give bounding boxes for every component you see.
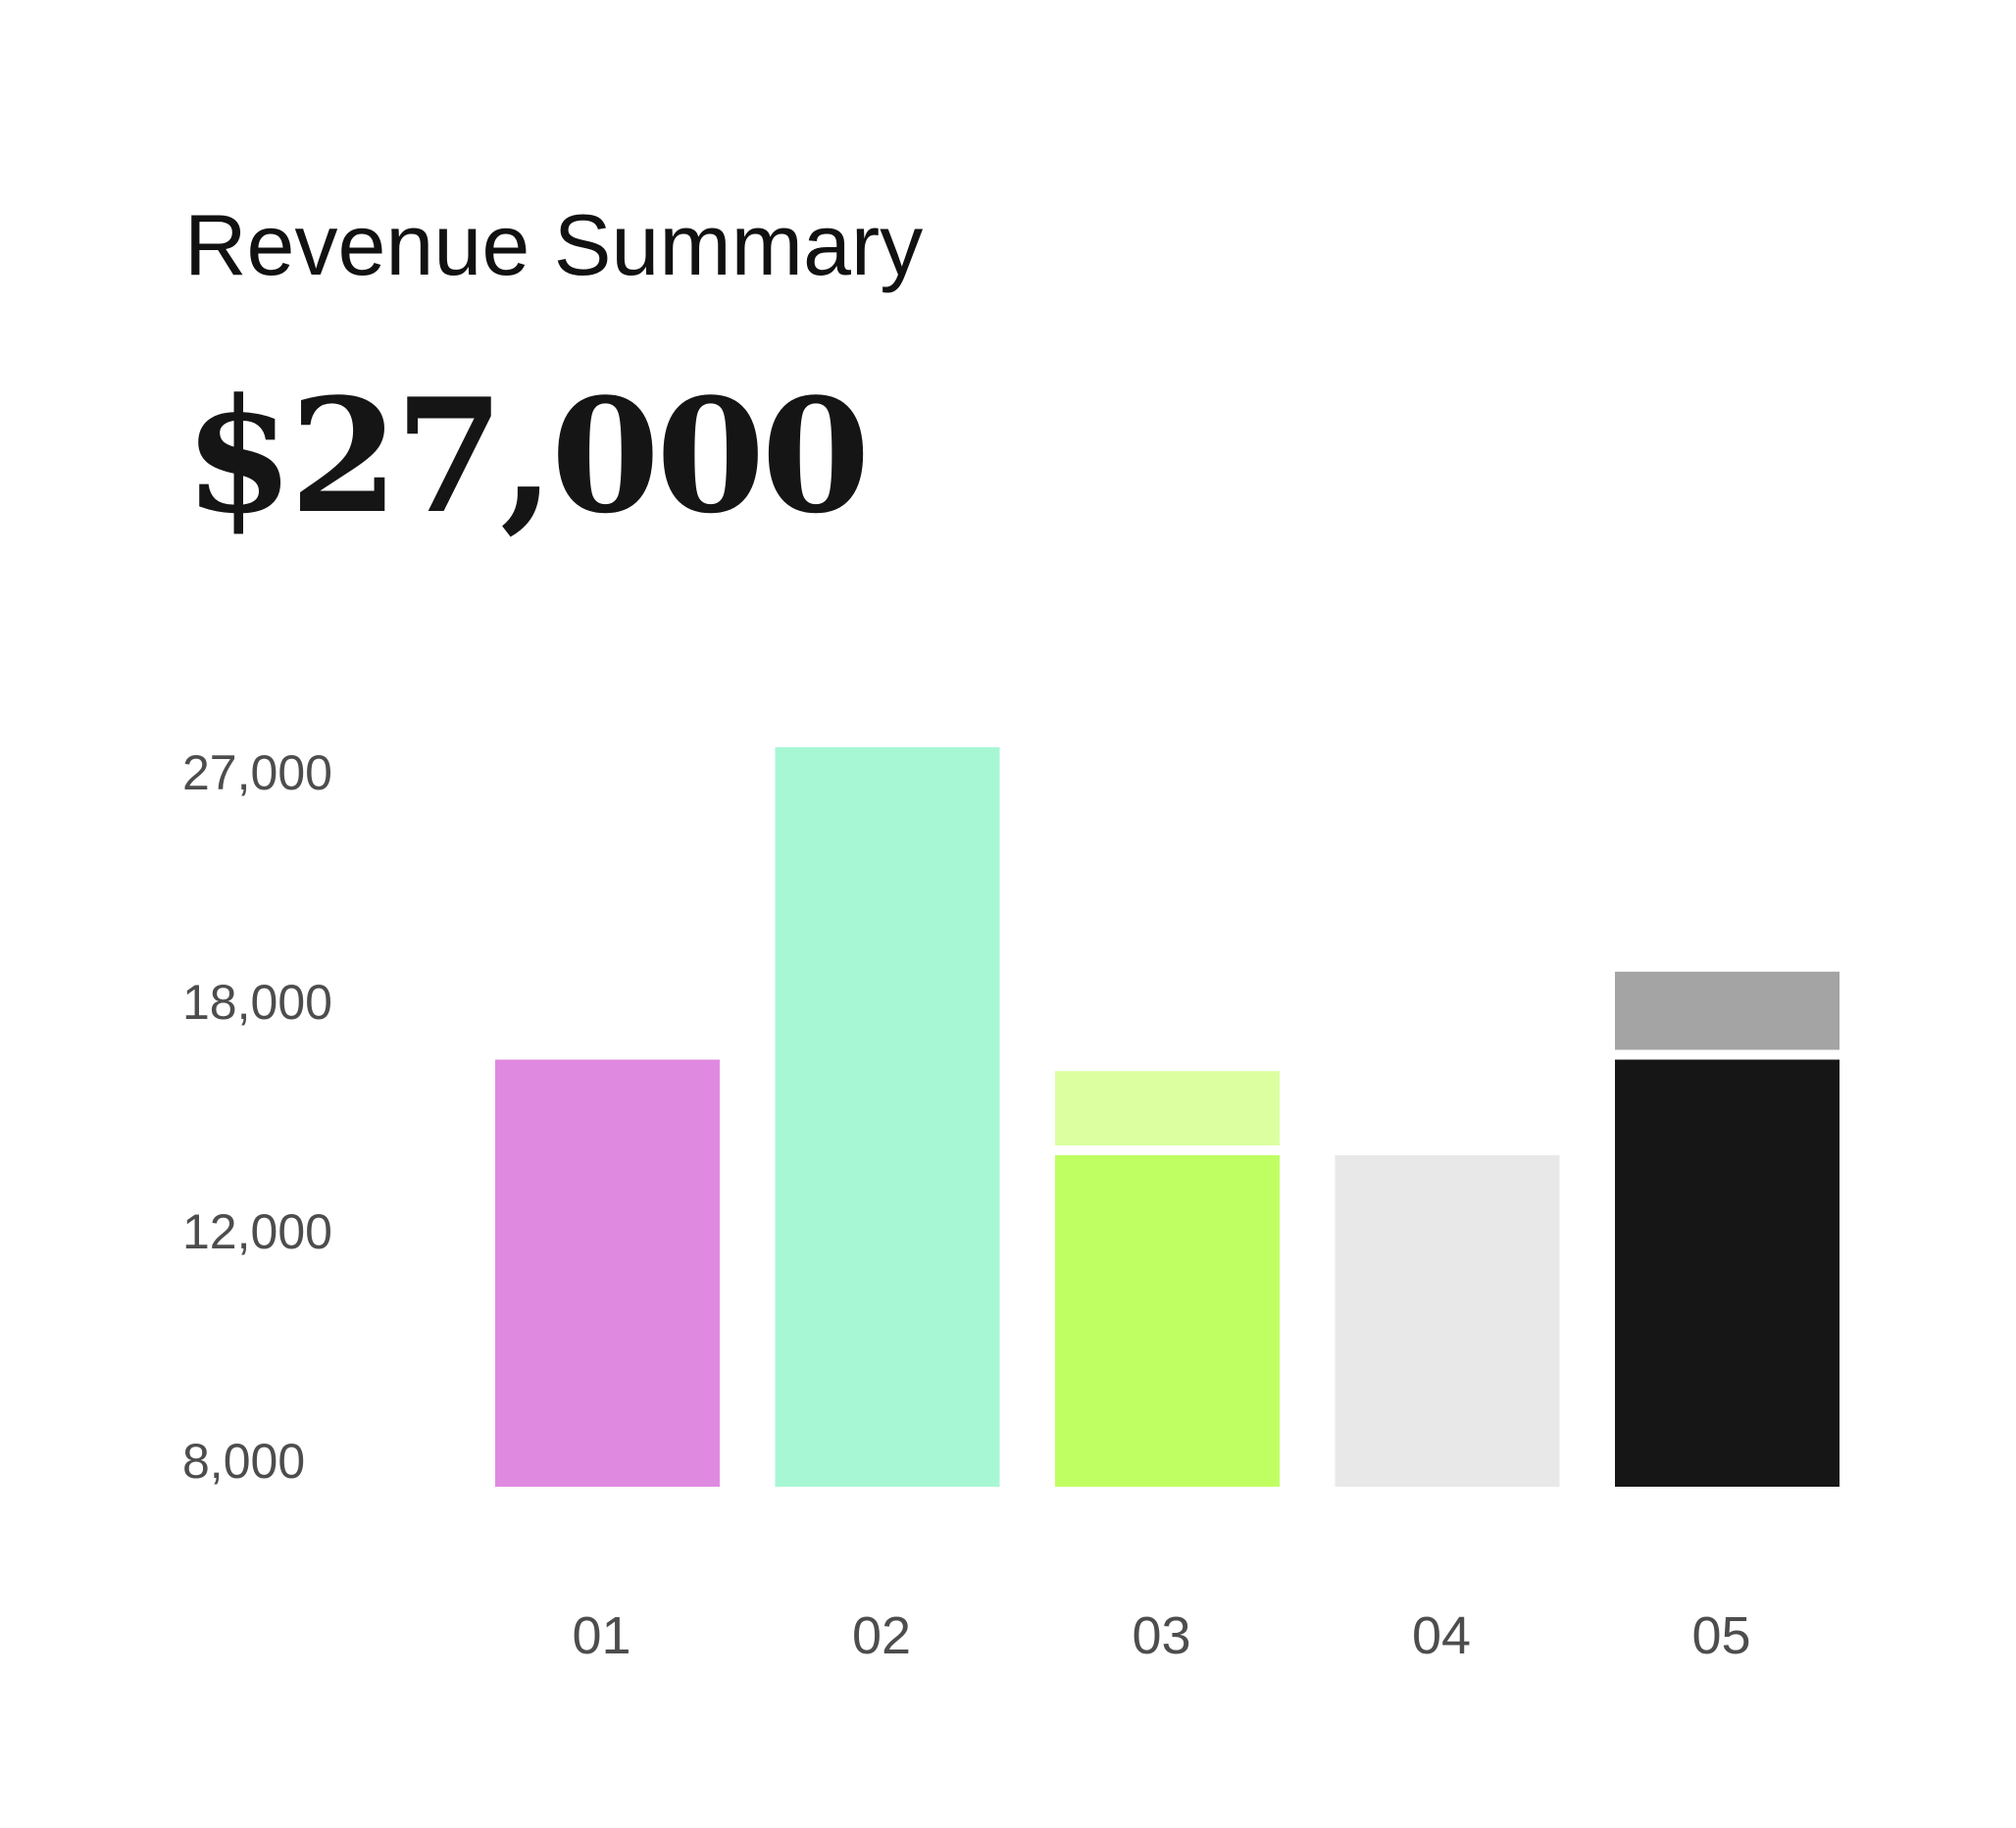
y-axis: 27,000 18,000 12,000 8,000 [182, 745, 332, 1489]
x-category-label: 03 [1132, 1606, 1190, 1665]
x-category-label: 01 [572, 1606, 630, 1665]
total-revenue-value: $27,000 [184, 364, 871, 548]
bar-03-segment-1 [1055, 1155, 1280, 1487]
y-tick-label: 8,000 [182, 1434, 305, 1489]
x-category-label: 02 [852, 1606, 911, 1665]
y-tick-label: 18,000 [182, 975, 332, 1030]
bar-04-segment-1 [1335, 1155, 1560, 1487]
x-category-label: 04 [1412, 1606, 1471, 1665]
bar-05-segment-1 [1615, 1059, 1840, 1487]
x-category-label: 05 [1691, 1606, 1750, 1665]
bar-03-segment-2 [1055, 1071, 1280, 1145]
bar-01-segment-1 [495, 1059, 720, 1487]
y-tick-label: 27,000 [182, 745, 332, 800]
bar-02-segment-1 [775, 747, 1000, 1487]
y-tick-label: 12,000 [182, 1204, 332, 1259]
bars-group [495, 747, 1840, 1487]
x-axis: 01 02 03 04 05 [572, 1606, 1750, 1665]
page-title: Revenue Summary [184, 196, 924, 293]
bar-05-segment-2 [1615, 971, 1840, 1050]
